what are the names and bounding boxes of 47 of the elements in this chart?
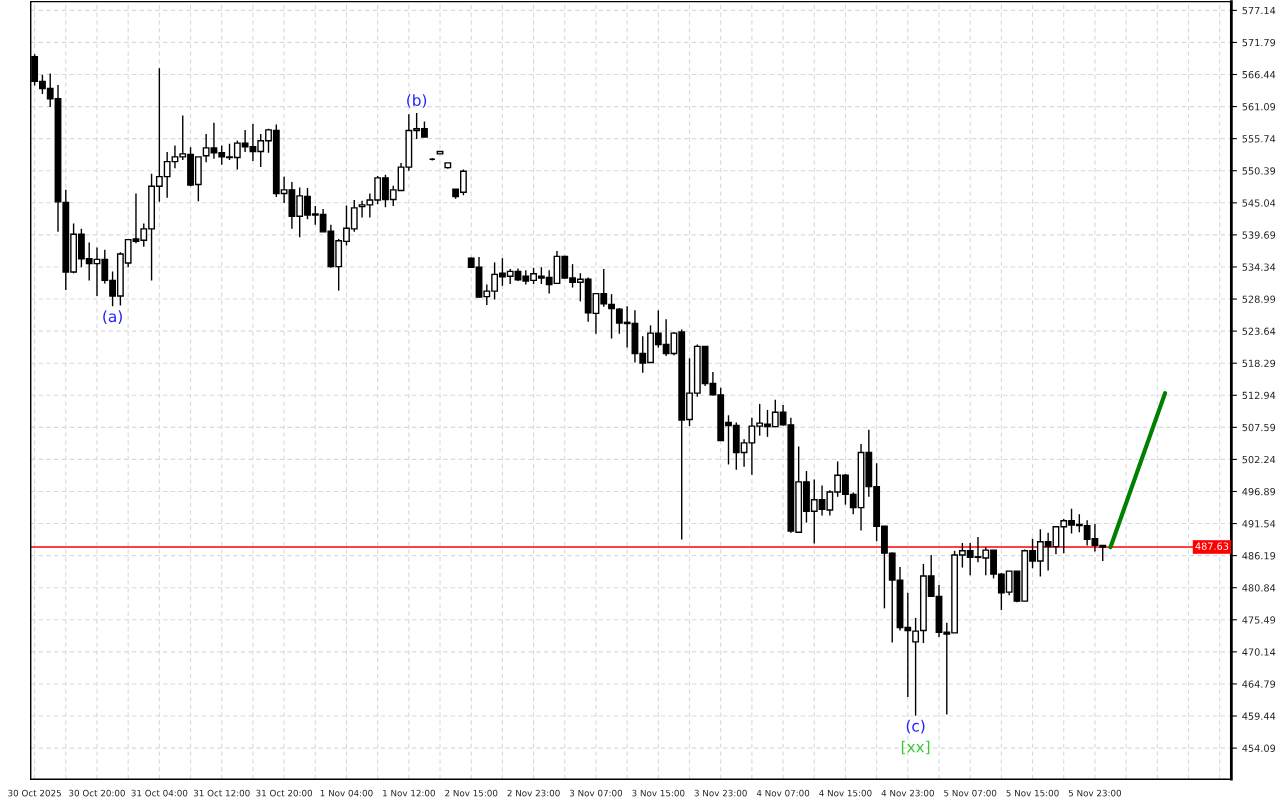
y-tick-label: 491.54: [1242, 520, 1276, 528]
ref-line-label: 487.63: [1195, 542, 1229, 550]
x-tick-label: 5 Nov 15:00: [1006, 789, 1059, 797]
x-tick-label: 5 Nov 07:00: [944, 789, 997, 797]
y-tick-label: 480.84: [1242, 584, 1276, 592]
y-tick-label: 555.74: [1242, 135, 1276, 143]
y-tick-label: 523.64: [1242, 327, 1276, 335]
annotation: (c): [906, 719, 925, 734]
y-tick-label: 464.79: [1242, 680, 1276, 688]
y-tick-label: 550.39: [1242, 167, 1276, 175]
y-tick-label: 475.49: [1242, 616, 1276, 624]
x-tick-label: 4 Nov 15:00: [819, 789, 872, 797]
x-tick-label: 30 Oct 20:00: [69, 789, 125, 797]
y-tick-label: 459.44: [1242, 712, 1276, 720]
y-tick-label: 561.09: [1242, 103, 1276, 111]
x-tick-label: 2 Nov 15:00: [445, 789, 498, 797]
x-tick-label: 5 Nov 23:00: [1068, 789, 1122, 797]
x-tick-label: 1 Nov 12:00: [383, 789, 435, 797]
y-tick-label: 518.29: [1242, 359, 1276, 368]
x-tick-label: 3 Nov 07:00: [569, 789, 623, 797]
y-tick-label: 534.34: [1242, 263, 1276, 271]
y-tick-label: 577.14: [1242, 6, 1276, 15]
x-tick-label: 3 Nov 23:00: [694, 789, 747, 797]
y-tick-label: 571.79: [1242, 38, 1276, 47]
x-tick-label: 31 Oct 04:00: [131, 789, 188, 797]
y-tick-label: 496.89: [1242, 487, 1276, 496]
y-tick-label: 486.19: [1242, 552, 1276, 560]
annotation: [xx]: [901, 740, 930, 755]
annotation: (a): [103, 310, 122, 324]
y-tick-label: 502.24: [1242, 455, 1276, 464]
x-tick-label: 2 Nov 23:00: [507, 789, 560, 797]
y-tick-label: 507.59: [1242, 423, 1276, 432]
y-tick-label: 470.14: [1242, 648, 1276, 656]
x-tick-label: 4 Nov 23:00: [881, 789, 934, 797]
y-tick-label: 454.09: [1242, 744, 1276, 752]
y-tick-label: 512.94: [1242, 391, 1276, 400]
x-tick-label: 30 Oct 2025: [8, 789, 61, 797]
x-tick-label: 31 Oct 12:00: [193, 789, 250, 797]
y-tick-label: 528.99: [1242, 295, 1276, 303]
x-tick-label: 3 Nov 15:00: [632, 789, 685, 797]
y-tick-label: 566.44: [1242, 70, 1276, 79]
y-tick-label: 539.69: [1242, 231, 1276, 239]
annotation: (b): [407, 94, 427, 108]
y-tick-label: 545.04: [1242, 199, 1276, 207]
x-tick-label: 4 Nov 07:00: [756, 789, 810, 797]
x-tick-label: 1 Nov 04:00: [320, 789, 373, 797]
x-tick-label: 31 Oct 20:00: [256, 789, 313, 797]
